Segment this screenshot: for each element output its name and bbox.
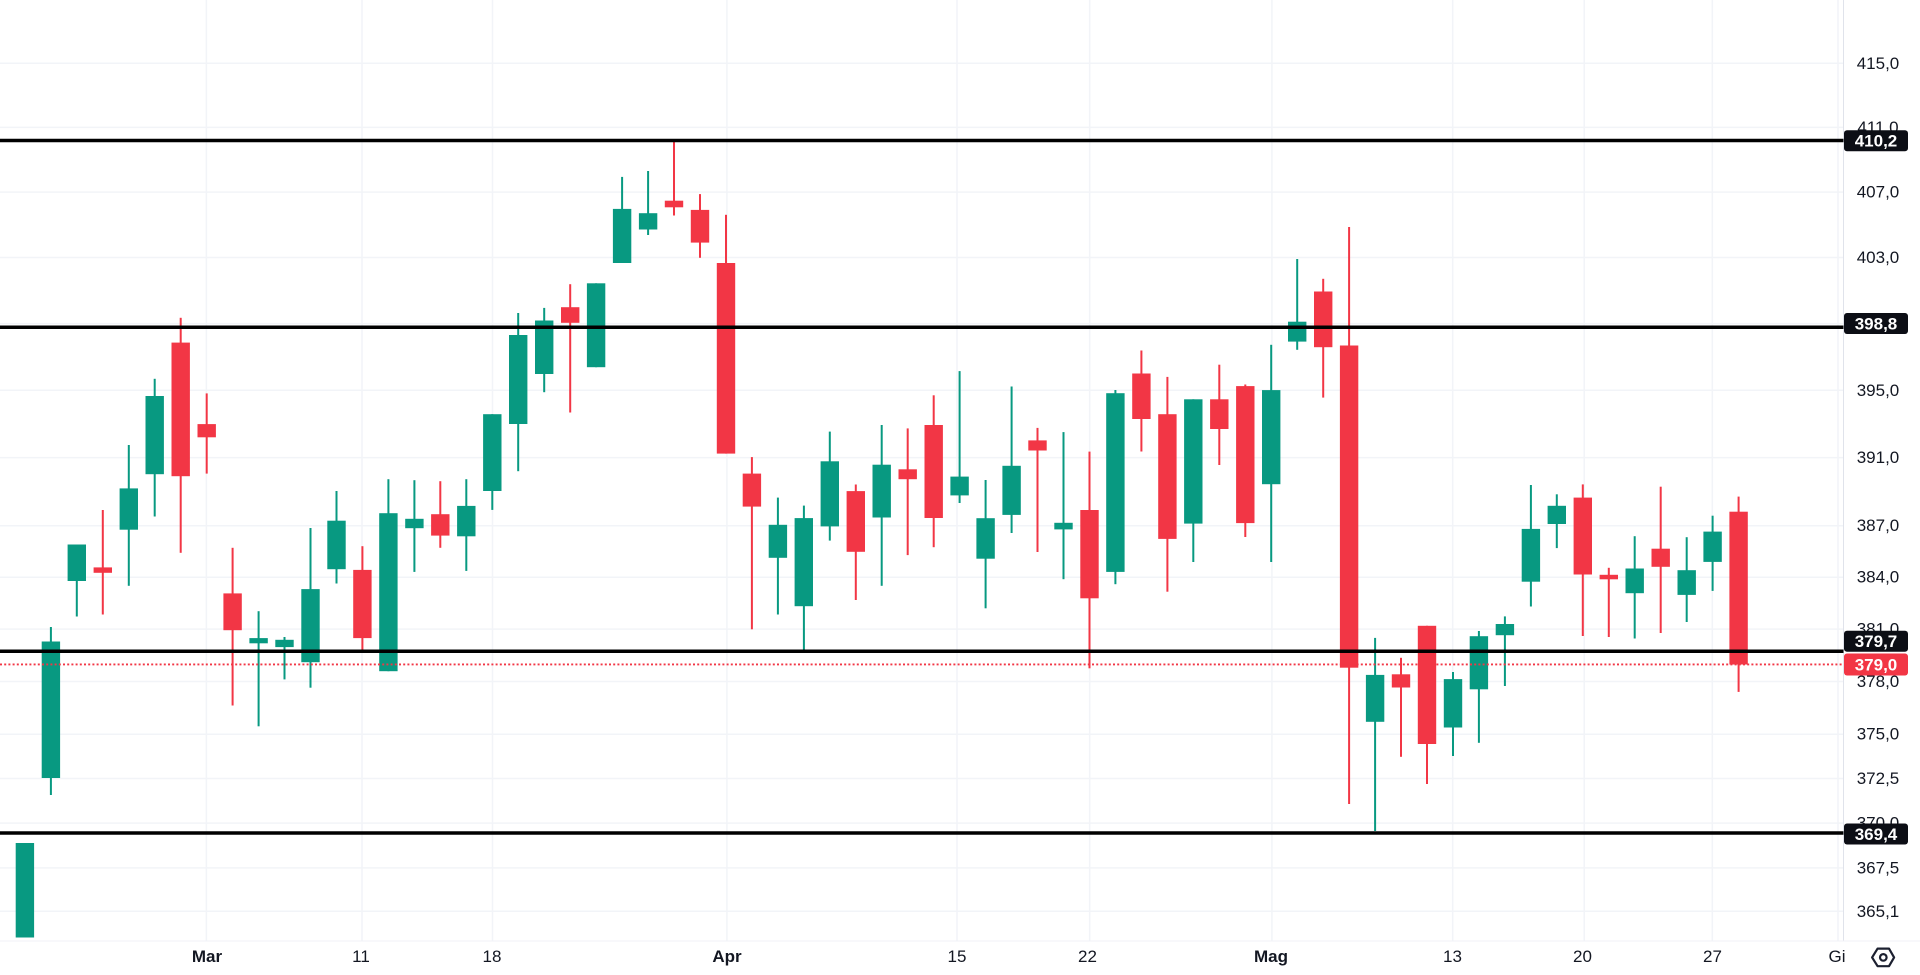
svg-text:403,0: 403,0: [1857, 248, 1900, 267]
svg-text:27: 27: [1703, 947, 1722, 966]
svg-text:Mar: Mar: [192, 947, 223, 966]
svg-text:20: 20: [1573, 947, 1592, 966]
svg-text:11: 11: [352, 947, 370, 966]
svg-text:378,0: 378,0: [1857, 672, 1900, 691]
svg-text:395,0: 395,0: [1857, 381, 1900, 400]
svg-text:Gi: Gi: [1829, 947, 1846, 966]
svg-text:410,2: 410,2: [1855, 132, 1898, 151]
svg-text:Apr: Apr: [712, 947, 742, 966]
svg-text:Mag: Mag: [1254, 947, 1288, 966]
svg-text:365,1: 365,1: [1857, 902, 1900, 921]
svg-text:372,5: 372,5: [1857, 769, 1900, 788]
svg-text:379,7: 379,7: [1855, 632, 1898, 651]
svg-text:369,4: 369,4: [1855, 825, 1898, 844]
svg-text:391,0: 391,0: [1857, 448, 1900, 467]
svg-text:387,0: 387,0: [1857, 516, 1900, 535]
svg-text:379,0: 379,0: [1855, 655, 1898, 674]
svg-text:13: 13: [1443, 947, 1462, 966]
svg-text:415,0: 415,0: [1857, 54, 1900, 73]
svg-text:407,0: 407,0: [1857, 183, 1900, 202]
svg-text:15: 15: [948, 947, 967, 966]
svg-text:18: 18: [483, 947, 502, 966]
svg-text:367,5: 367,5: [1857, 858, 1900, 877]
svg-text:22: 22: [1078, 947, 1097, 966]
svg-text:384,0: 384,0: [1857, 568, 1900, 587]
svg-text:398,8: 398,8: [1855, 315, 1898, 334]
svg-text:375,0: 375,0: [1857, 725, 1900, 744]
